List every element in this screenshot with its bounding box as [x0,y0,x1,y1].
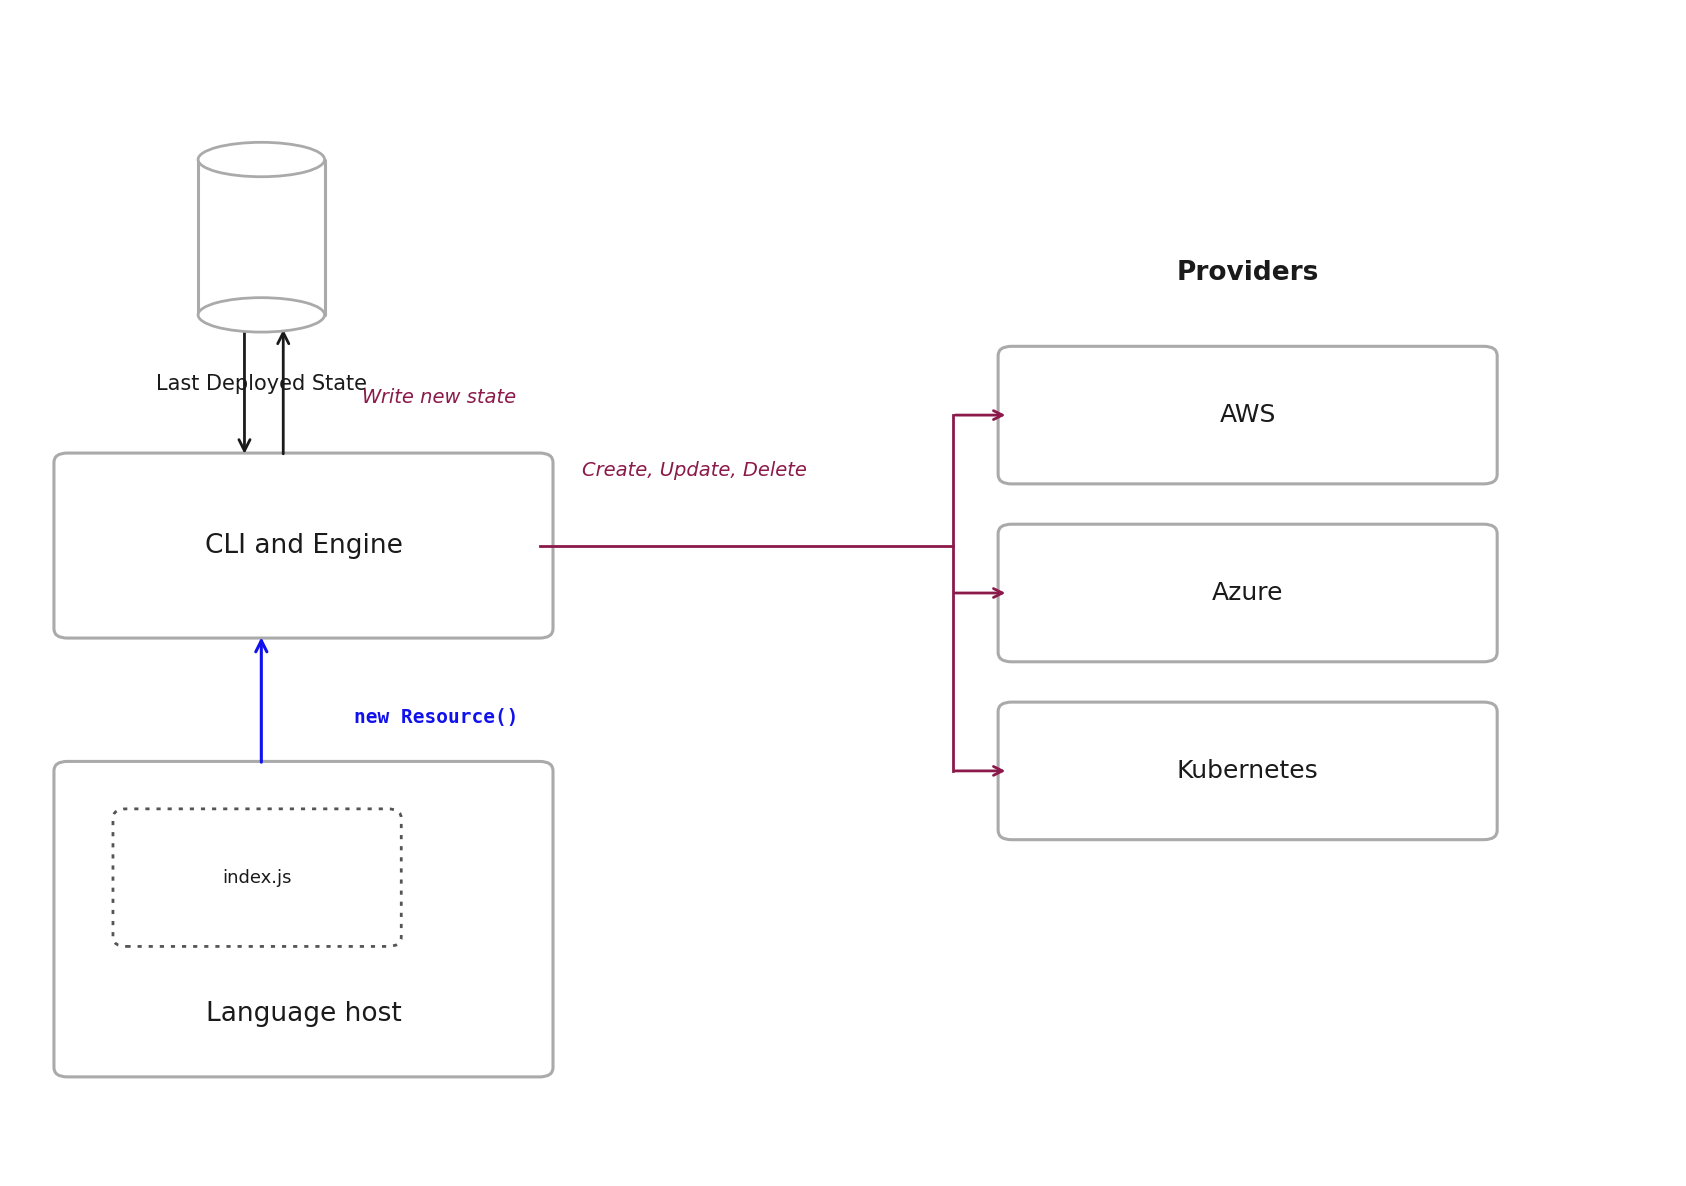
FancyBboxPatch shape [998,346,1497,484]
FancyBboxPatch shape [54,453,553,638]
FancyBboxPatch shape [54,761,553,1077]
FancyBboxPatch shape [998,702,1497,840]
Text: index.js: index.js [223,868,292,887]
Text: Last Deployed State: Last Deployed State [155,374,368,394]
Ellipse shape [199,142,324,177]
Text: Write new state: Write new state [362,388,516,407]
Text: Create, Update, Delete: Create, Update, Delete [582,461,806,480]
Text: Providers: Providers [1177,260,1318,286]
Text: AWS: AWS [1219,403,1276,427]
Ellipse shape [199,298,324,332]
Text: CLI and Engine: CLI and Engine [204,533,403,559]
FancyBboxPatch shape [113,809,401,946]
Bar [197,160,324,314]
Text: Azure: Azure [1212,581,1283,605]
FancyBboxPatch shape [998,524,1497,662]
Text: Language host: Language host [206,1001,401,1027]
Text: Kubernetes: Kubernetes [1177,759,1318,783]
Text: new Resource(): new Resource() [354,708,519,727]
